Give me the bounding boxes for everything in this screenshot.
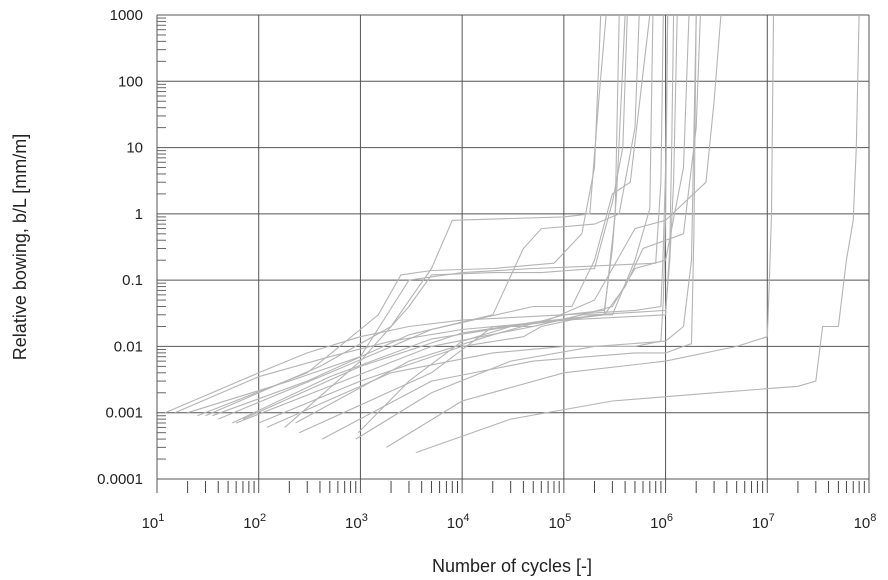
bowing-curve — [235, 14, 690, 424]
bowing-curve — [284, 14, 628, 428]
y-tick-label: 100 — [118, 73, 143, 90]
bowing-curve — [355, 14, 697, 440]
bowing-curve — [205, 14, 607, 417]
bowing-curve — [415, 14, 860, 454]
y-tick-label: 1000 — [110, 7, 143, 24]
x-tick-label: 106 — [650, 512, 673, 532]
grid — [156, 14, 870, 493]
y-tick-label: 0.01 — [114, 338, 143, 355]
x-tick-label: 102 — [243, 512, 266, 532]
bowing-curve — [164, 14, 626, 414]
x-tick-label: 108 — [854, 512, 877, 532]
bowing-curve — [357, 14, 620, 434]
bowing-curve — [266, 14, 669, 428]
bowing-curve — [232, 14, 701, 424]
x-tick-label: 103 — [345, 512, 368, 532]
x-tick-label: 105 — [548, 512, 571, 532]
x-tick-label: 101 — [142, 512, 165, 532]
y-tick-label: 0.1 — [122, 272, 143, 289]
y-tick-label: 0.0001 — [97, 471, 143, 488]
minor-ticks — [157, 17, 865, 493]
bowing-curve — [242, 14, 722, 420]
bowing-curve — [197, 14, 602, 417]
bowing-curve — [321, 14, 697, 440]
y-axis-title: Relative bowing, b/L [mm/m] — [10, 134, 30, 360]
y-tick-label: 0.001 — [105, 405, 143, 422]
bowing-curve — [212, 14, 640, 417]
x-tick-label: 104 — [447, 512, 470, 532]
bowing-curve — [258, 14, 678, 424]
curves — [164, 14, 860, 454]
y-tick-label: 1 — [135, 206, 143, 223]
bowing-curve — [217, 14, 651, 420]
x-axis-title: Number of cycles [-] — [432, 556, 592, 576]
x-tick-label: 107 — [752, 512, 775, 532]
y-tick-label: 10 — [126, 140, 143, 157]
bowing-curve — [295, 14, 669, 424]
bowing-curve — [386, 14, 775, 448]
bowing-curve — [298, 14, 654, 434]
